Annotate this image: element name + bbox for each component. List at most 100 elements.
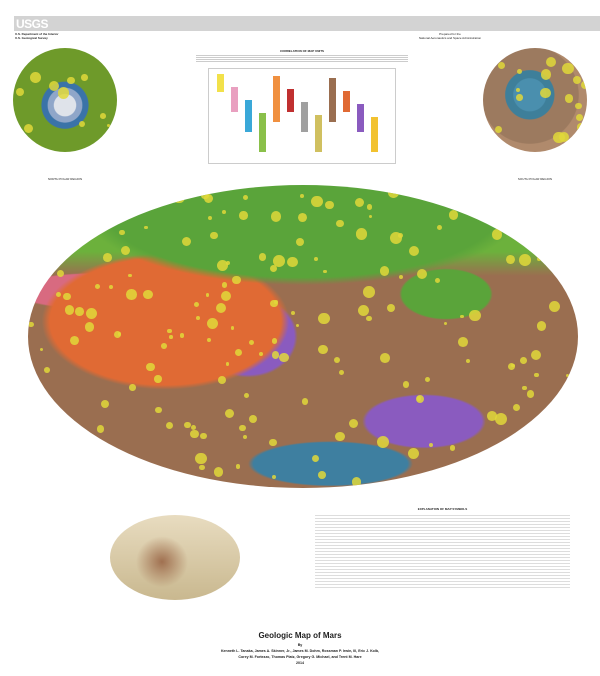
crater-unit: [300, 193, 304, 198]
crater-unit: [313, 257, 318, 262]
agency-block: U.S. Department of the Interior U.S. Geo…: [15, 32, 59, 40]
crater-unit: [575, 130, 585, 141]
crater-unit: [564, 94, 574, 103]
crater-unit: [235, 464, 241, 469]
crater-unit: [119, 229, 125, 236]
explanation-panel: EXPLANATION OF MAP SYMBOLS: [315, 507, 570, 590]
crater-unit: [15, 87, 24, 96]
crater-unit: [537, 445, 550, 458]
crater-unit: [556, 449, 566, 459]
unit-box: [259, 113, 266, 152]
south-polar-label: SOUTH POLAR REGION: [517, 177, 553, 181]
crater-unit: [129, 384, 136, 391]
crater-unit: [248, 414, 258, 424]
crater-unit: [491, 229, 503, 240]
crater-unit: [174, 474, 185, 485]
crater-unit: [545, 56, 557, 68]
crater-unit: [530, 190, 539, 199]
unit-box: [287, 89, 294, 112]
crater-unit: [160, 472, 166, 478]
crater-unit: [573, 219, 578, 230]
crater-unit: [318, 344, 328, 355]
crater-unit: [28, 321, 34, 328]
crater-unit: [516, 94, 523, 101]
crater-unit: [194, 452, 207, 465]
crater-unit: [402, 381, 410, 388]
crater-unit: [85, 307, 97, 319]
prepared-line: Prepared for the: [439, 32, 461, 36]
crater-unit: [208, 215, 213, 220]
by-label: By: [297, 643, 303, 647]
crater-unit: [221, 291, 232, 302]
crater-unit: [573, 75, 582, 84]
crater-unit: [195, 316, 200, 320]
crater-unit: [39, 347, 44, 352]
crater-unit: [398, 274, 404, 280]
crater-unit: [498, 61, 506, 69]
crater-unit: [70, 451, 77, 459]
crater-unit: [415, 189, 425, 199]
crater-unit: [100, 112, 107, 119]
crater-unit: [249, 339, 255, 345]
header-bar: [14, 16, 600, 31]
crater-unit: [348, 418, 359, 429]
authors-line: Kenneth L. Tanaka, James A. Skinner, Jr.…: [220, 649, 380, 653]
crater-unit: [271, 338, 277, 344]
crater-unit: [193, 302, 199, 308]
unit-box: [357, 104, 364, 132]
crater-unit: [407, 447, 420, 459]
crater-unit: [544, 478, 548, 483]
crater-unit: [336, 219, 344, 228]
crater-unit: [571, 58, 580, 66]
crater-unit: [199, 464, 205, 470]
crater-unit: [351, 477, 362, 487]
crater-unit: [128, 274, 132, 278]
crater-unit: [84, 322, 95, 332]
crater-unit: [540, 87, 551, 98]
crater-unit: [390, 231, 403, 244]
crater-unit: [325, 200, 334, 210]
crater-unit: [531, 350, 542, 361]
crater-unit: [35, 192, 48, 205]
crater-unit: [516, 69, 522, 75]
crater-unit: [537, 257, 542, 261]
crater-unit: [549, 300, 561, 312]
crater-unit: [449, 210, 459, 220]
crater-unit: [56, 291, 62, 297]
crater-unit: [230, 326, 235, 330]
crater-unit: [23, 123, 34, 134]
crater-unit: [366, 204, 373, 210]
crater-unit: [69, 479, 77, 487]
crater-unit: [56, 269, 65, 278]
crater-unit: [335, 431, 345, 442]
crater-unit: [553, 131, 565, 143]
crater-unit: [29, 440, 35, 445]
crater-unit: [206, 317, 219, 330]
crater-unit: [339, 370, 345, 376]
crater-unit: [513, 403, 521, 411]
crater-unit: [100, 399, 109, 409]
crater-unit: [70, 336, 80, 345]
unit-box: [329, 78, 336, 122]
crater-unit: [416, 395, 425, 404]
crater-unit: [49, 80, 60, 92]
crater-unit: [469, 309, 481, 322]
crater-unit: [155, 406, 162, 414]
crater-unit: [515, 87, 521, 93]
crater-unit: [565, 431, 572, 438]
crater-unit: [519, 254, 532, 267]
correlation-chart: CORRELATION OF MAP UNITS: [196, 49, 408, 168]
crater-unit: [575, 102, 583, 110]
crater-unit: [217, 260, 229, 272]
crater-unit: [209, 231, 218, 240]
crater-unit: [269, 265, 277, 273]
crater-unit: [286, 256, 298, 268]
crater-unit: [272, 474, 277, 479]
crater-unit: [118, 185, 123, 190]
crater-unit: [108, 284, 114, 289]
crater-unit: [57, 87, 70, 99]
crater-unit: [63, 292, 71, 301]
crater-unit: [301, 397, 309, 405]
crater-unit: [526, 390, 534, 398]
crater-unit: [355, 228, 368, 240]
